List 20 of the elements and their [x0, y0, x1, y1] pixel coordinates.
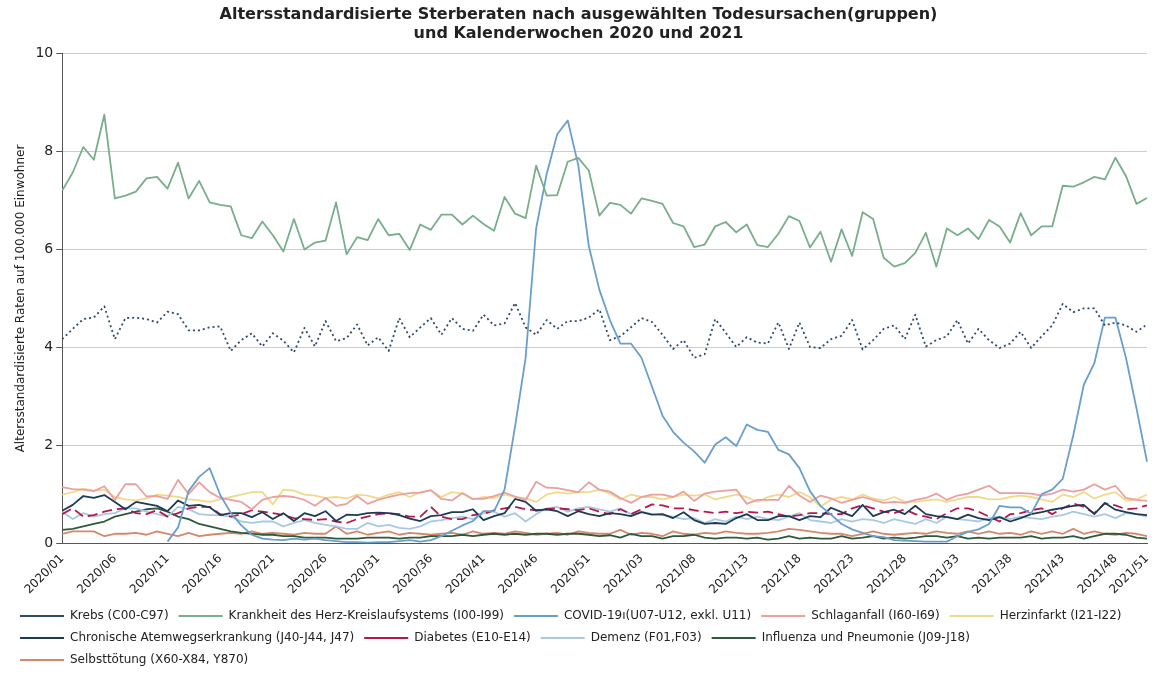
legend-label: Demenz (F01,F03) — [590, 630, 702, 645]
legend-label: COVID-19ı(U07-U12, exkl. U11) — [563, 608, 752, 623]
y-tick-label: 0 — [44, 534, 54, 551]
legend-label: Schlaganfall (I60-I69) — [811, 608, 940, 623]
legend-label: Herzinfarkt (I21-I22) — [999, 608, 1122, 623]
y-tick-label: 2 — [44, 436, 54, 453]
y-tick-label: 4 — [44, 338, 54, 355]
legend-label: Influenza und Pneumonie (J09-J18) — [761, 630, 970, 645]
legend-label: Krebs (C00-C97) — [70, 608, 169, 623]
y-tick-label: 10 — [35, 44, 54, 61]
y-tick-label: 6 — [44, 240, 54, 257]
line-series — [61, 502, 1148, 524]
legend-label: Selbsttötung (X60-X84, Y870) — [70, 652, 249, 667]
legend-label: Krankheit des Herz-Kreislaufsystems (I00-I99) — [228, 608, 504, 623]
line-series — [61, 302, 1148, 359]
y-axis-title: Altersstandardisierte Raten auf 100.000 Einwohner — [13, 144, 28, 453]
chart-title: Altersstandardisierte Sterberaten nach ausgewählten Todesursachen(gruppen) und Kalenderwochen 2020 und 2021 — [219, 3, 938, 42]
legend-label: Diabetes (E10-E14) — [414, 630, 531, 645]
legend-label: Chronische Atemwegserkrankung (J40-J44, J47) — [70, 630, 355, 645]
y-tick-label: 8 — [44, 142, 54, 159]
